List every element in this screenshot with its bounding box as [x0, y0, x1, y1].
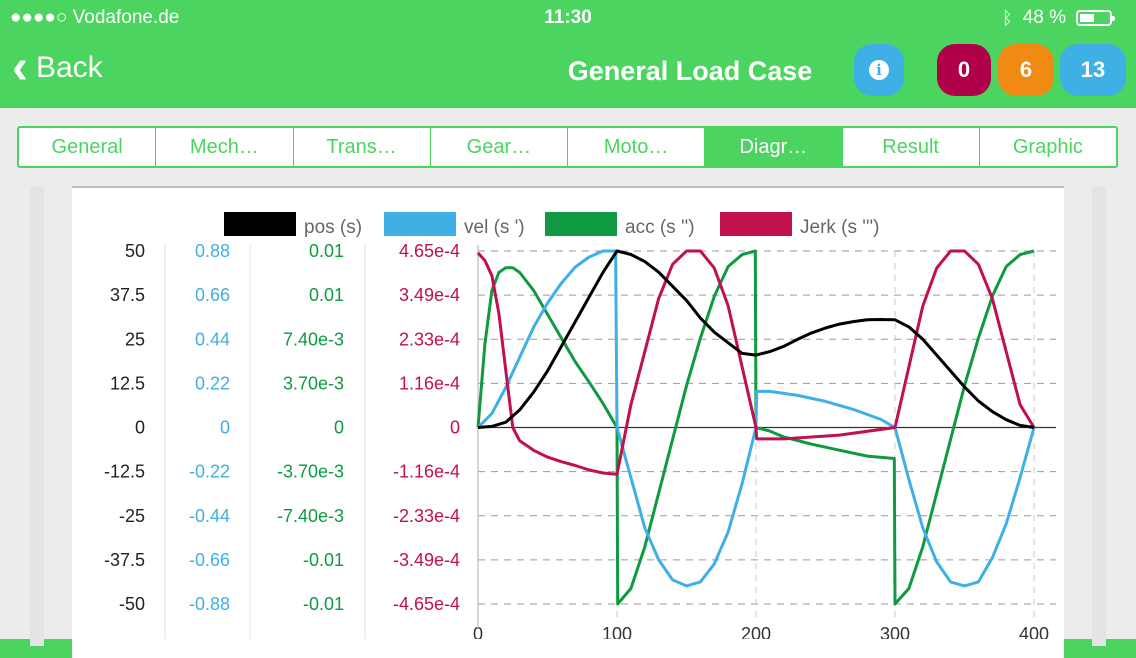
- status-time: 11:30: [544, 7, 592, 28]
- y-tick-label: 4.65e-4: [399, 241, 460, 261]
- tab-graphic[interactable]: Graphic: [1012, 135, 1083, 158]
- y-tick-label: 0.44: [195, 329, 230, 349]
- tab-motor[interactable]: Moto…: [568, 128, 706, 166]
- message-count-badge[interactable]: 13: [1060, 44, 1126, 96]
- y-tick-label: -3.70e-3: [277, 462, 344, 482]
- y-tick-label: -4.65e-4: [393, 594, 460, 614]
- series-line: [476, 249, 1036, 476]
- chart-legend: pos (s) vel (s ') acc (s '') Jerk (s '''): [224, 212, 880, 238]
- y-tick-label: 1.16e-4: [399, 373, 460, 393]
- battery-icon: [1076, 10, 1115, 26]
- y-tick-label: 2.33e-4: [399, 329, 460, 349]
- legend-swatch: [545, 212, 617, 236]
- status-right: ᛒ 48 %: [1001, 7, 1115, 29]
- y-tick-label: 50: [125, 241, 145, 261]
- x-tick-label: 100: [602, 624, 632, 639]
- side-panel-right: [1092, 186, 1106, 646]
- series-line: [476, 249, 1036, 588]
- series-line: [476, 249, 1035, 606]
- y-tick-label: 25: [125, 329, 145, 349]
- x-tick-label: 300: [880, 624, 910, 639]
- chart-plot-area: [476, 249, 1036, 606]
- bluetooth-icon: ᛒ: [1001, 7, 1013, 28]
- chevron-left-icon: ‹: [12, 41, 28, 94]
- series-line: [477, 249, 1035, 429]
- legend-label: acc (s ''): [625, 217, 695, 238]
- y-tick-label: 0: [334, 418, 344, 438]
- y-tick-label: 0.66: [195, 285, 230, 305]
- warning-count-badge[interactable]: 6: [998, 44, 1054, 96]
- y-tick-label: -3.49e-4: [393, 550, 460, 570]
- y-tick-label: -7.40e-3: [277, 506, 344, 526]
- y-tick-label: -12.5: [104, 462, 145, 482]
- legend-label: pos (s): [304, 217, 362, 238]
- x-tick-label: 0: [473, 624, 483, 639]
- back-label: Back: [35, 51, 103, 84]
- y-tick-label: 0.01: [309, 285, 344, 305]
- y-tick-label: -2.33e-4: [393, 506, 460, 526]
- page-title: General Load Case: [567, 56, 813, 86]
- tab-mechanics[interactable]: Mech…: [156, 128, 294, 166]
- y-tick-label: -25: [119, 506, 145, 526]
- y-tick-label: 0: [135, 418, 145, 438]
- y-tick-label: -0.88: [189, 594, 230, 614]
- side-panel-left: [30, 186, 44, 646]
- y-tick-label: -0.22: [189, 462, 230, 482]
- tab-gear[interactable]: Gear…: [431, 128, 568, 166]
- y-tick-label: -0.66: [189, 550, 230, 570]
- x-tick-label: 200: [741, 624, 771, 639]
- y-tick-label: 0.22: [195, 373, 230, 393]
- tab-transmission[interactable]: Trans…: [294, 128, 431, 166]
- legend-swatch: [720, 212, 792, 236]
- battery-percent: 48 %: [1022, 7, 1066, 28]
- chart-axes: 0 100 200 300 400 50 37.5 25 12.5 0 -12.5 -25 -37.5 -…: [104, 241, 1056, 639]
- y-tick-label: 3.49e-4: [399, 285, 460, 305]
- tab-result[interactable]: Result: [843, 128, 980, 166]
- y-tick-label: -0.01: [303, 594, 344, 614]
- y-tick-label: 12.5: [110, 373, 145, 393]
- diagram-card: [72, 186, 1064, 658]
- y-tick-label: -37.5: [104, 550, 145, 570]
- y-tick-label: 7.40e-3: [283, 329, 344, 349]
- legend-label: Jerk (s '''): [800, 217, 880, 238]
- carrier-label: ●●●●○ Vodafone.de: [10, 7, 180, 28]
- tab-general[interactable]: General: [19, 128, 157, 166]
- y-tick-label: 0.88: [195, 241, 230, 261]
- info-icon: i: [869, 60, 889, 80]
- nav-bar: ‹ Back General Load Case i 0 6 13: [0, 36, 1136, 108]
- status-bar: ●●●●○ Vodafone.de 11:30 ᛒ 48 %: [0, 0, 1136, 36]
- tab-bar: General Mech… Trans… Gear… Moto… Diagr… …: [17, 126, 1118, 168]
- info-button[interactable]: i: [854, 44, 904, 96]
- content-area: General Mech… Trans… Gear… Moto… Diagr… …: [0, 108, 1136, 658]
- legend-swatch: [384, 212, 456, 236]
- y-tick-label: 0: [450, 418, 460, 438]
- y-tick-label: 0.01: [309, 241, 344, 261]
- y-tick-label: -0.44: [189, 506, 230, 526]
- y-tick-label: 0: [220, 418, 230, 438]
- back-button[interactable]: ‹ Back: [12, 41, 103, 94]
- legend-swatch: [224, 212, 296, 236]
- y-tick-label: 3.70e-3: [283, 373, 344, 393]
- legend-label: vel (s '): [464, 217, 525, 238]
- x-tick-label: 400: [1019, 624, 1049, 639]
- motion-diagram-chart: pos (s) vel (s ') acc (s '') Jerk (s ''') 0…: [104, 212, 1056, 639]
- error-count-badge[interactable]: 0: [937, 44, 991, 96]
- y-tick-label: -50: [119, 594, 145, 614]
- y-tick-label: -0.01: [303, 550, 344, 570]
- tab-diagram[interactable]: Diagr…: [705, 128, 843, 166]
- y-tick-label: -1.16e-4: [393, 462, 460, 482]
- y-tick-label: 37.5: [110, 285, 145, 305]
